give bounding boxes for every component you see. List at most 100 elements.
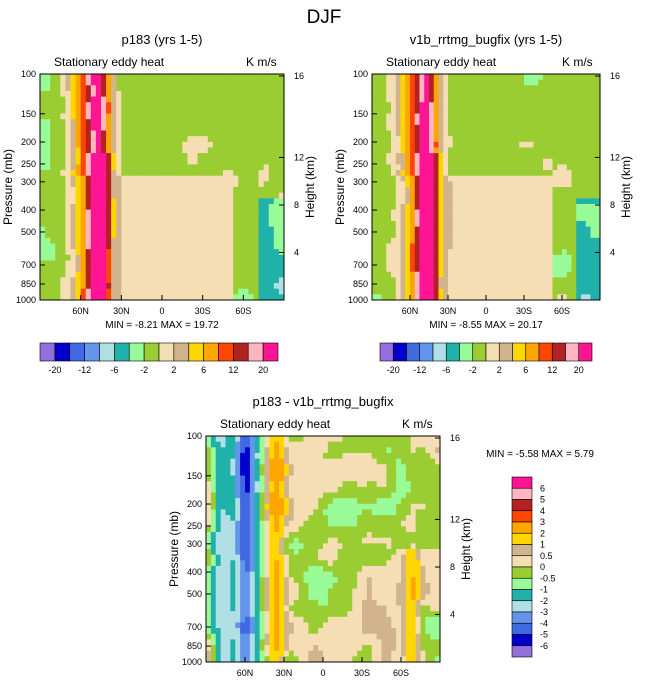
heatmap-cell: [177, 198, 183, 205]
heatmap-cell: [121, 175, 128, 182]
heatmap-cell: [258, 119, 265, 126]
heatmap-cell: [146, 130, 153, 137]
heatmap-cell: [167, 249, 173, 256]
heatmap-cell: [225, 481, 231, 488]
heatmap-cell: [259, 650, 266, 657]
heatmap-cell: [162, 96, 168, 103]
heatmap-cell: [264, 645, 270, 652]
heatmap-cell: [486, 192, 492, 199]
heatmap-cell: [505, 226, 511, 233]
heatmap-cell: [95, 74, 102, 81]
heatmap-cell: [274, 486, 280, 494]
heatmap-cell: [509, 181, 516, 188]
heatmap-cell: [433, 79, 440, 86]
heatmap-cell: [192, 153, 199, 160]
heatmap-cell: [429, 215, 435, 222]
heatmap-cell: [552, 283, 558, 290]
heatmap-cell: [212, 147, 219, 154]
heatmap-cell: [235, 464, 241, 471]
heatmap-cell: [372, 237, 378, 245]
heatmap-cell: [395, 215, 402, 222]
heatmap-cell: [562, 277, 568, 284]
heatmap-cell: [433, 203, 440, 211]
heatmap-cell: [490, 232, 497, 239]
heatmap-cell: [590, 158, 596, 165]
heatmap-cell: [590, 198, 596, 205]
heatmap-cell: [116, 209, 122, 216]
heatmap-cell: [202, 277, 209, 284]
heatmap-cell: [381, 288, 387, 295]
heatmap-cell: [581, 96, 587, 103]
heatmap-cell: [557, 124, 563, 132]
heatmap-cell: [543, 102, 549, 109]
heatmap-cell: [156, 260, 163, 267]
heatmap-cell: [590, 153, 596, 160]
heatmap-cell: [438, 249, 444, 256]
heatmap-cell: [533, 113, 539, 120]
heatmap-cell: [303, 645, 309, 652]
heatmap-cell: [238, 119, 244, 126]
heatmap-cell: [220, 582, 227, 590]
heatmap-cell: [562, 124, 568, 132]
heatmap-cell: [70, 192, 77, 199]
heatmap-cell: [448, 74, 454, 81]
heatmap-cell: [192, 74, 199, 81]
heatmap-cell: [80, 141, 87, 149]
heatmap-cell: [248, 141, 255, 149]
heatmap-cell: [80, 288, 87, 295]
heatmap-cell: [386, 232, 392, 239]
heatmap-cell: [509, 175, 516, 182]
heatmap-cell: [187, 237, 194, 245]
heatmap-cell: [419, 74, 425, 81]
heatmap-cell: [500, 232, 506, 239]
heatmap-cell: [457, 124, 463, 132]
heatmap-cell: [288, 526, 295, 533]
heatmap-cell: [264, 464, 270, 471]
heatmap-cell: [121, 136, 128, 143]
heatmap-cell: [486, 288, 492, 295]
y-tick-label: 500: [353, 227, 368, 237]
heatmap-cell: [65, 96, 72, 103]
heatmap-cell: [595, 85, 600, 92]
heatmap-cell: [121, 90, 128, 98]
heatmap-cell: [462, 215, 468, 222]
heatmap-cell: [187, 74, 194, 81]
heatmap-cell: [288, 616, 295, 624]
heatmap-cell: [220, 611, 227, 618]
heatmap-cell: [223, 226, 229, 233]
heatmap-cell: [395, 107, 402, 115]
heatmap-cell: [514, 113, 520, 120]
heatmap-cell: [162, 271, 168, 278]
heatmap-cell: [141, 198, 148, 205]
heatmap-cell: [303, 520, 309, 527]
heatmap-cell: [566, 209, 573, 216]
heatmap-cell: [210, 436, 217, 443]
heatmap-cell: [60, 237, 67, 245]
heatmap-cell: [538, 90, 544, 98]
heatmap-cell: [206, 498, 212, 505]
heatmap-cell: [279, 605, 285, 612]
heatmap-cell: [136, 147, 143, 154]
heatmap-cell: [288, 458, 295, 465]
heatmap-cell: [495, 203, 501, 211]
heatmap-cell: [126, 294, 133, 300]
heatmap-cell: [552, 198, 558, 205]
heatmap-cell: [419, 277, 425, 284]
heatmap-cell: [217, 232, 224, 239]
heatmap-cell: [95, 226, 102, 233]
heatmap-cell: [264, 475, 270, 482]
heatmap-cell: [268, 215, 275, 222]
heatmap-cell: [405, 79, 411, 86]
heatmap-cell: [400, 203, 406, 211]
heatmap-cell: [471, 215, 478, 222]
heatmap-cell: [595, 96, 600, 103]
heatmap-cell: [279, 503, 285, 511]
heatmap-cell: [197, 203, 204, 211]
heatmap-cell: [585, 220, 592, 228]
heatmap-cell: [162, 294, 168, 300]
heatmap-cell: [228, 243, 234, 250]
heatmap-cell: [386, 170, 392, 177]
heatmap-cell: [85, 203, 92, 211]
heatmap-cell: [249, 554, 256, 561]
heatmap-cell: [524, 288, 530, 295]
